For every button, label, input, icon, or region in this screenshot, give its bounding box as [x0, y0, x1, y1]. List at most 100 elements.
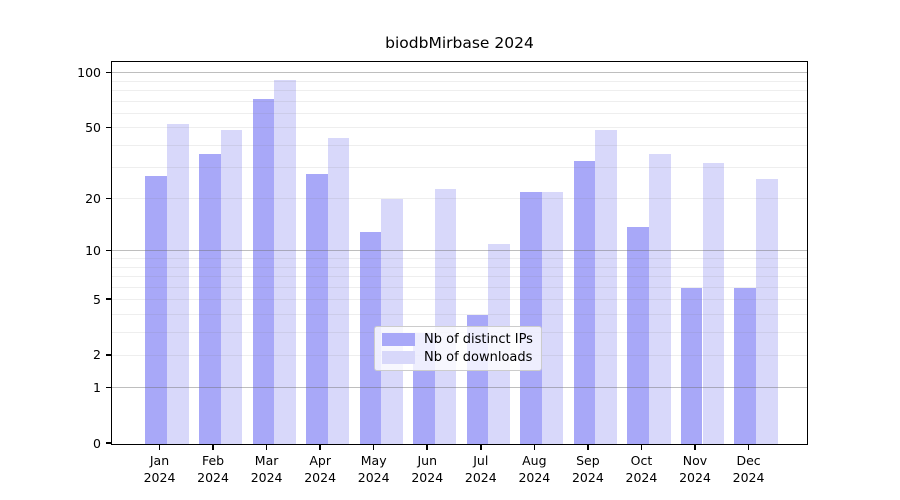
gridline-minor — [112, 286, 807, 288]
x-tick-label: Mar 2024 — [235, 452, 299, 486]
gridline-minor — [112, 275, 807, 277]
y-tick-label: 5 — [93, 291, 101, 307]
x-tick-label: Oct 2024 — [609, 452, 673, 486]
x-tick-label: Jan 2024 — [128, 452, 192, 486]
y-tick — [106, 249, 111, 252]
chart-title: biodbMirbase 2024 — [385, 34, 534, 52]
x-tick-year: 2024 — [571, 470, 604, 485]
bar-nb-of-distinct-ips-may — [359, 232, 382, 444]
x-tick — [533, 445, 536, 450]
x-tick-label: Nov 2024 — [663, 452, 727, 486]
x-tick-month: Nov — [682, 453, 708, 468]
gridline-minor — [112, 313, 807, 315]
legend: Nb of distinct IPs Nb of downloads — [374, 326, 542, 371]
bar-nb-of-downloads-aug — [541, 192, 564, 444]
y-tick-label: 100 — [77, 65, 101, 81]
bar-nb-of-downloads-apr — [327, 138, 350, 444]
bar-nb-of-distinct-ips-sep — [573, 160, 596, 444]
y-tick — [106, 298, 111, 301]
x-tick-year: 2024 — [411, 470, 444, 485]
x-tick-label: Jul 2024 — [449, 452, 513, 486]
bar-nb-of-distinct-ips-mar — [252, 99, 275, 444]
y-tick — [106, 71, 111, 74]
legend-item-label: Nb of downloads — [424, 350, 533, 365]
gridline-minor — [112, 127, 807, 129]
bar-nb-of-distinct-ips-jan — [145, 176, 167, 444]
x-tick-month: Aug — [522, 453, 547, 468]
x-tick-month: Jan — [149, 453, 170, 468]
x-tick — [212, 445, 214, 450]
x-tick — [319, 445, 321, 450]
bar-nb-of-downloads-jan — [167, 123, 189, 444]
x-tick — [426, 445, 429, 450]
bar-nb-of-distinct-ips-aug — [520, 192, 542, 444]
y-tick-label: 50 — [85, 119, 101, 135]
gridline-minor — [112, 90, 807, 92]
x-tick-month: May — [360, 453, 387, 468]
x-tick-month: Jul — [473, 453, 489, 468]
plot-area — [111, 61, 808, 445]
y-tick — [106, 442, 111, 444]
y-tick — [106, 126, 111, 129]
x-tick-label: Feb 2024 — [181, 452, 245, 486]
bar-nb-of-downloads-oct — [648, 153, 671, 444]
gridline-minor — [112, 167, 807, 169]
x-tick — [158, 445, 161, 450]
x-tick-year: 2024 — [679, 470, 711, 485]
x-tick — [694, 445, 696, 450]
gridline-major — [112, 250, 807, 252]
x-tick-year: 2024 — [250, 470, 283, 485]
y-tick — [106, 386, 111, 389]
x-tick-month: Sep — [576, 453, 600, 468]
x-tick-label: Sep 2024 — [556, 452, 620, 486]
bar-nb-of-downloads-sep — [595, 129, 617, 444]
x-tick-label: May 2024 — [342, 452, 406, 486]
y-tick-label: 20 — [85, 191, 101, 207]
x-tick — [480, 445, 482, 450]
legend-swatch-nb-of-distinct-ips — [382, 333, 415, 346]
legend-item: Nb of distinct IPs — [382, 332, 533, 347]
x-tick-year: 2024 — [197, 470, 229, 485]
legend-item: Nb of downloads — [382, 350, 533, 365]
y-tick-label: 10 — [85, 243, 101, 259]
gridline-minor — [112, 100, 807, 102]
x-tick-month: Feb — [201, 453, 225, 468]
x-tick-label: Dec 2024 — [717, 452, 781, 486]
bar-nb-of-downloads-may — [381, 199, 403, 444]
x-tick — [372, 445, 375, 450]
x-tick-month: Oct — [630, 453, 653, 468]
x-tick-year: 2024 — [357, 470, 390, 485]
y-tick-label: 2 — [93, 347, 101, 363]
gridline-major — [112, 387, 807, 389]
gridline-minor — [112, 198, 807, 200]
y-tick-label: 1 — [93, 380, 101, 396]
x-tick-year: 2024 — [143, 470, 176, 485]
x-tick-label: Apr 2024 — [288, 452, 352, 486]
x-tick-month: Jun — [417, 453, 438, 468]
x-tick-month: Apr — [309, 453, 331, 468]
gridline-minor — [112, 299, 807, 301]
x-tick-year: 2024 — [732, 470, 765, 485]
y-tick — [106, 354, 111, 356]
gridline-minor — [112, 258, 807, 260]
bar-nb-of-distinct-ips-feb — [198, 153, 221, 444]
x-tick-label: Aug 2024 — [502, 452, 566, 486]
bar-nb-of-distinct-ips-nov — [680, 287, 703, 444]
bar-nb-of-distinct-ips-dec — [734, 287, 757, 444]
x-tick — [640, 445, 643, 450]
bar-nb-of-downloads-mar — [274, 79, 296, 444]
gridline-minor — [112, 266, 807, 268]
y-tick — [106, 197, 111, 200]
x-tick-year: 2024 — [518, 470, 551, 485]
gridline-minor — [112, 144, 807, 146]
gridline-minor — [112, 80, 807, 82]
x-tick-month: Dec — [736, 453, 761, 468]
x-tick — [747, 445, 750, 450]
x-tick-month: Mar — [254, 453, 279, 468]
x-tick — [587, 445, 589, 450]
y-tick-label: 0 — [93, 435, 101, 451]
bar-nb-of-downloads-jun — [434, 188, 457, 444]
gridline-minor — [112, 112, 807, 114]
bar-nb-of-distinct-ips-apr — [306, 173, 328, 444]
